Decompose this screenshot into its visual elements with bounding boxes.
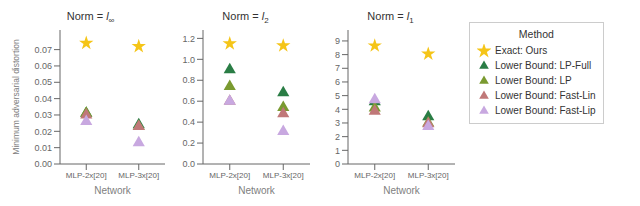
svg-text:1: 1 xyxy=(335,146,340,156)
svg-text:1.0: 1.0 xyxy=(182,55,195,65)
html-text:Norm = l2: Norm = l2 xyxy=(222,10,269,26)
svg-text:0.06: 0.06 xyxy=(34,61,52,71)
svg-text:MLP-3x[20]: MLP-3x[20] xyxy=(263,171,304,180)
svg-text:0.00: 0.00 xyxy=(34,159,52,169)
svg-text:Network: Network xyxy=(383,185,421,196)
svg-text:0.02: 0.02 xyxy=(34,127,52,137)
svg-text:8: 8 xyxy=(335,50,340,60)
svg-text:1.2: 1.2 xyxy=(182,34,195,44)
svg-text:0.2: 0.2 xyxy=(182,138,195,148)
svg-text:Network: Network xyxy=(238,185,276,196)
svg-text:7: 7 xyxy=(335,63,340,73)
svg-text:Minimum adversarial distortion: Minimum adversarial distortion xyxy=(11,39,21,155)
svg-text:0.0: 0.0 xyxy=(182,159,195,169)
svg-text:4: 4 xyxy=(335,105,340,115)
html-text:Lower Bound: Fast-Lin: Lower Bound: Fast-Lin xyxy=(495,90,596,101)
svg-text:MLP-3x[20]: MLP-3x[20] xyxy=(118,171,159,180)
svg-text:0: 0 xyxy=(335,159,340,169)
html-text:Lower Bound: Fast-Lip: Lower Bound: Fast-Lip xyxy=(495,105,596,116)
html-text:Lower Bound: LP: Lower Bound: LP xyxy=(495,75,572,86)
svg-text:0.6: 0.6 xyxy=(182,96,195,106)
svg-text:Network: Network xyxy=(94,185,132,196)
html-text:Method: Method xyxy=(518,28,554,40)
html-text:Norm = l1: Norm = l1 xyxy=(367,10,414,26)
svg-text:0.03: 0.03 xyxy=(34,110,52,120)
svg-text:5: 5 xyxy=(335,91,340,101)
svg-text:MLP-3x[20]: MLP-3x[20] xyxy=(408,171,449,180)
svg-text:MLP-2x[20]: MLP-2x[20] xyxy=(66,171,107,180)
svg-text:2: 2 xyxy=(335,132,340,142)
svg-text:MLP-2x[20]: MLP-2x[20] xyxy=(209,171,250,180)
svg-text:0.4: 0.4 xyxy=(182,117,195,127)
svg-text:3: 3 xyxy=(335,118,340,128)
svg-text:0.01: 0.01 xyxy=(34,143,52,153)
svg-text:0.04: 0.04 xyxy=(34,94,52,104)
html-text:Norm = l∞: Norm = l∞ xyxy=(66,10,115,26)
svg-text:9: 9 xyxy=(335,36,340,46)
html-text:Lower Bound: LP-Full: Lower Bound: LP-Full xyxy=(495,60,592,71)
svg-text:0.07: 0.07 xyxy=(34,45,52,55)
svg-text:0.8: 0.8 xyxy=(182,75,195,85)
html-text:Exact: Ours: Exact: Ours xyxy=(495,45,548,56)
svg-text:MLP-2x[20]: MLP-2x[20] xyxy=(354,171,395,180)
svg-text:6: 6 xyxy=(335,77,340,87)
svg-text:0.05: 0.05 xyxy=(34,77,52,87)
